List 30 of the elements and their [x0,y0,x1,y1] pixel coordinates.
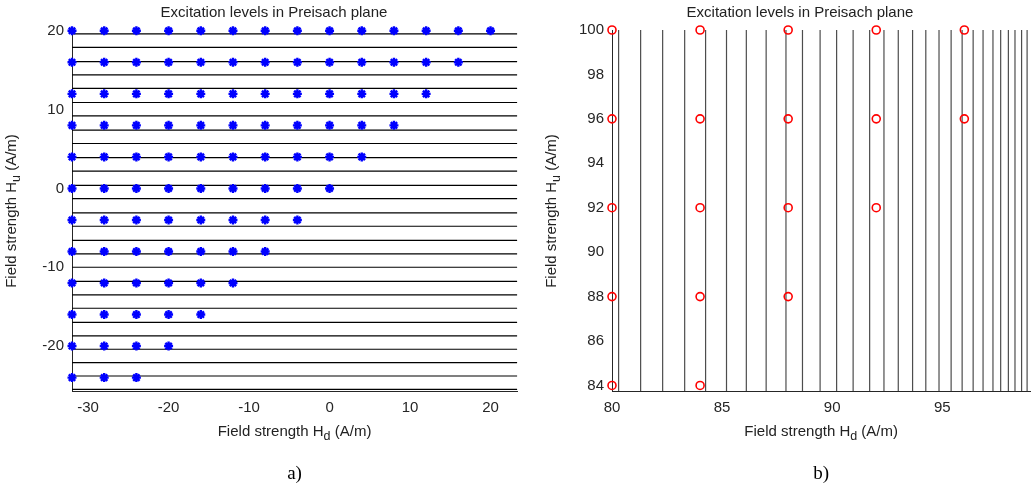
y-tick-label: 10 [47,99,64,117]
y-tick-label: 90 [587,242,604,260]
x-axis-title: Field strength H$_{d}$ (A/m) [744,422,899,443]
x-axis-title: Field strength H$_{d}$ (A/m) [217,422,372,443]
x-tick-label: -10 [238,398,260,416]
y-tick-label: 98 [587,64,604,82]
y-tick-label: 0 [55,178,64,196]
y-tick-label: -20 [42,336,64,354]
x-tick-label: 95 [933,398,951,416]
y-tick-label: 86 [587,331,604,349]
y-tick-label: 96 [587,109,604,126]
y-tick-label: 94 [587,153,604,171]
text: a) [287,462,302,484]
y-tick-label: 88 [587,286,604,304]
x-tick-label: 10 [401,398,419,416]
chart-title: Excitation levels in Preisach plane [686,3,914,21]
x-tick-label: 90 [823,398,841,416]
x-tick-label: 85 [713,398,731,416]
x-tick-label: 20 [482,398,499,416]
y-tick-label: 20 [47,20,64,38]
y-tick-label: 84 [587,375,604,393]
x-tick-label: -30 [77,398,99,416]
x-tick-label: 0 [325,398,334,416]
text: b) [813,462,830,484]
x-tick-label: 80 [603,398,621,416]
chart-title: Excitation levels in Preisach plane [160,3,388,21]
x-tick-label: -20 [157,398,180,416]
y-tick-label: 92 [587,197,604,215]
y-tick-label: 100 [578,20,604,38]
y-tick-label: -10 [42,257,64,275]
